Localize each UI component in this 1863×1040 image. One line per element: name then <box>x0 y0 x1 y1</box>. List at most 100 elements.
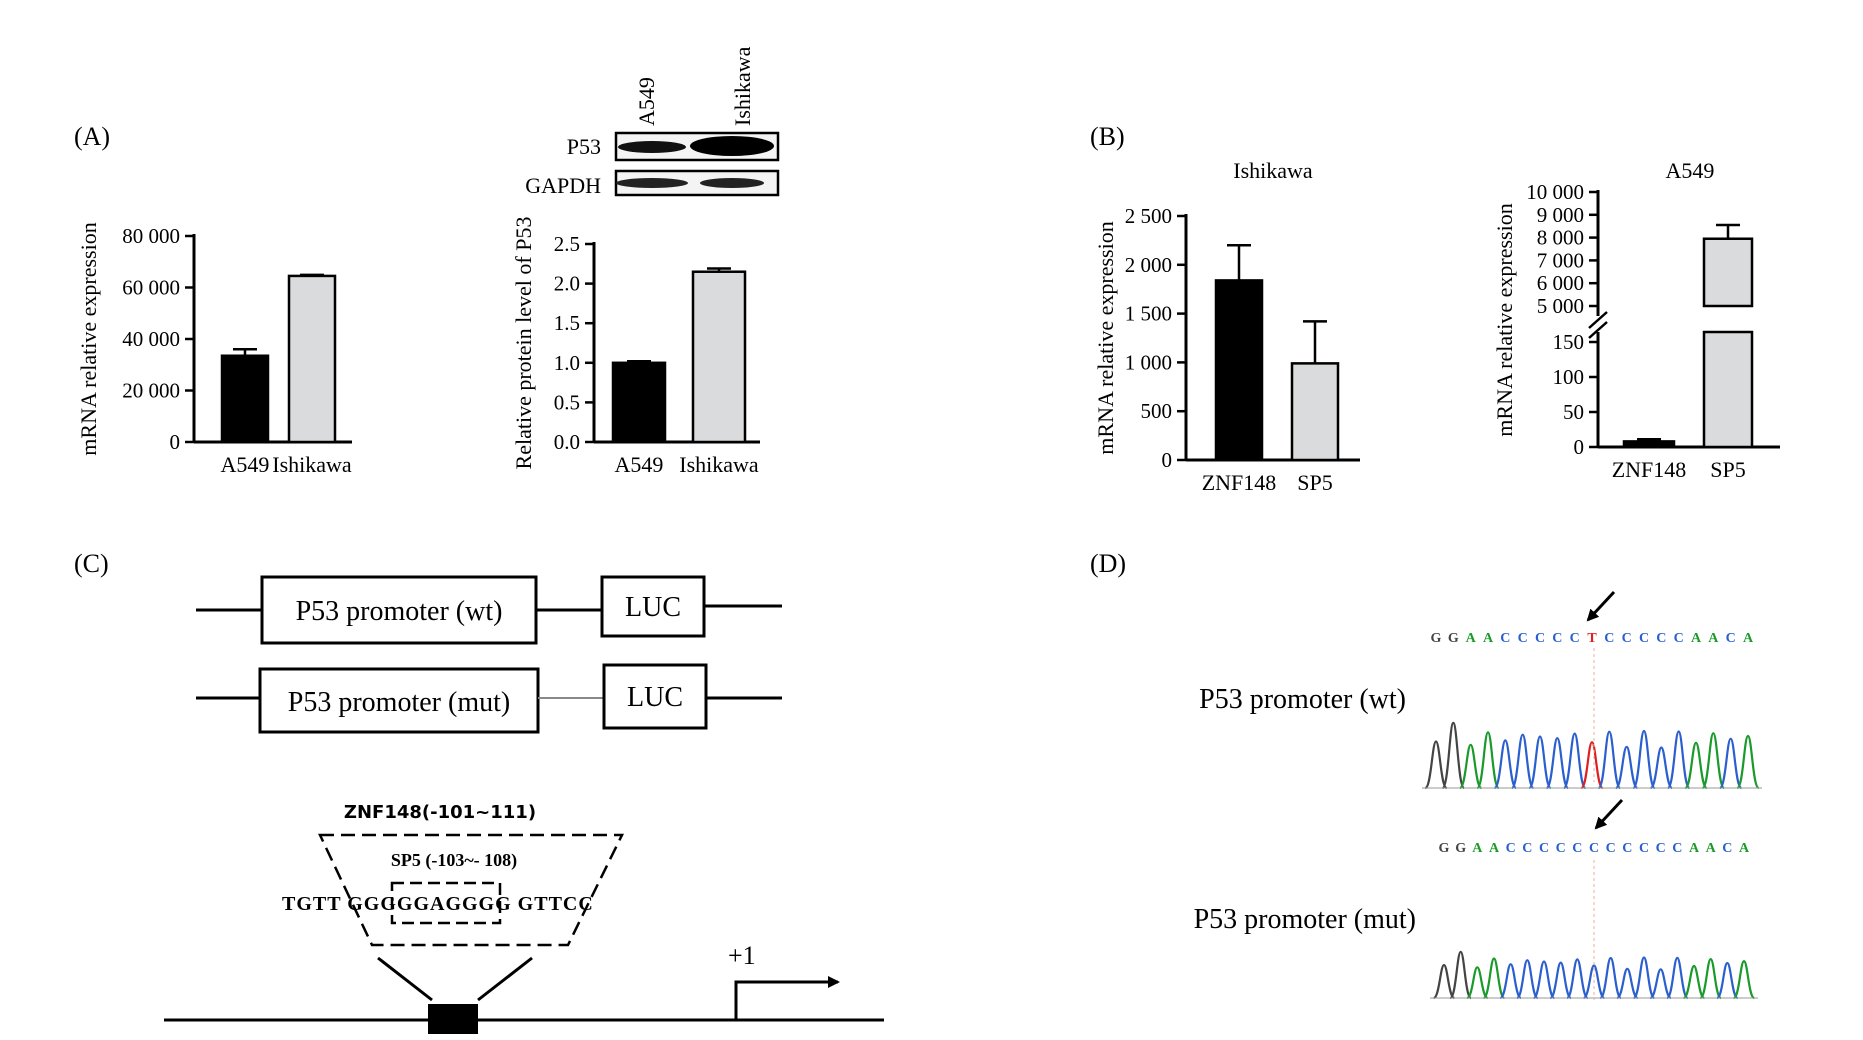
trace-peak <box>1732 959 1756 1000</box>
y-tick-label: 2.5 <box>554 232 580 256</box>
seq-mut-mutation-arrow <box>1594 798 1624 830</box>
x-tick-label: Ishikawa <box>679 452 759 477</box>
trace-peak <box>1632 729 1656 790</box>
trace-peak <box>1632 956 1656 1000</box>
bar-ishikawa <box>287 274 337 444</box>
trace-peak <box>1583 964 1605 1000</box>
basecall-letter: C <box>1552 631 1562 646</box>
y-tick-label: 1.0 <box>554 351 580 375</box>
y-tick-label: 60 000 <box>122 276 180 300</box>
y-tick-label: 0 <box>1162 448 1173 472</box>
x-tick-label: A549 <box>615 452 664 477</box>
chart-title: A549 <box>1666 158 1715 183</box>
basecall-letter: A <box>1489 841 1500 856</box>
basecall-letter: C <box>1639 841 1649 856</box>
blot-row-label-gapdh: GAPDH <box>525 173 601 198</box>
basecall-letter: C <box>1556 841 1566 856</box>
trace-peak <box>1424 740 1448 790</box>
trace-peak <box>1649 968 1672 1000</box>
y-tick-label: 2.0 <box>554 272 580 296</box>
seq-mut-label: P53 promoter (mut) <box>1194 904 1416 935</box>
trace-peak <box>1718 737 1743 790</box>
y-tick-label: 0 <box>170 430 181 454</box>
trace-peak <box>1565 958 1589 1000</box>
trace-peak <box>1532 960 1556 1000</box>
basecall-letter: G <box>1455 841 1466 856</box>
blot-band-p53-a549 <box>618 141 686 153</box>
basecall-letter: C <box>1656 841 1666 856</box>
y-axis-label: mRNA relative expression <box>76 222 101 455</box>
basecall-letter: A <box>1708 631 1719 646</box>
y-tick-label: 50 <box>1563 400 1584 424</box>
construct-mut-promoter-label: P53 promoter (mut) <box>288 687 510 718</box>
trace-peak <box>1684 741 1708 790</box>
trace-peak <box>1449 950 1473 1000</box>
basecall-letter: C <box>1572 841 1582 856</box>
trace-peak <box>1510 733 1535 790</box>
panel-label-b: (B) <box>1090 122 1125 151</box>
basecall-letter: C <box>1622 841 1632 856</box>
construct-mut-promoter-box <box>258 667 540 734</box>
y-axis-label: mRNA relative expression <box>1492 203 1517 436</box>
y-tick-label: 500 <box>1141 399 1173 423</box>
basecall-letter: A <box>1739 841 1750 856</box>
basecall-letter: C <box>1518 631 1528 646</box>
trace-peak <box>1458 743 1483 790</box>
basecall-letter: A <box>1466 631 1477 646</box>
axis-break-mark <box>1588 311 1608 329</box>
trace-peak <box>1562 732 1587 790</box>
lane-label-ishikawa: Ishikawa <box>730 46 755 126</box>
y-tick-label: 40 000 <box>122 327 180 351</box>
zoom-line-right <box>477 956 533 1002</box>
construct-mut-luc-label: LUC <box>627 682 683 713</box>
seq-wt-chromatogram <box>1422 721 1762 790</box>
chart-a-mrna-expression: 0 20 000 40 000 60 000 80 000 mRNA relative e… <box>76 222 352 477</box>
x-tick-label: A549 <box>221 452 270 477</box>
basecall-letter: A <box>1743 631 1754 646</box>
basecall-letter: C <box>1722 841 1732 856</box>
trace-peak <box>1665 956 1689 1000</box>
basecall-letter: A <box>1472 841 1483 856</box>
y-tick-label: 8 000 <box>1537 226 1584 250</box>
trace-peak <box>1580 741 1604 790</box>
y-tick-label: 100 <box>1553 365 1585 389</box>
basecall-letter: C <box>1606 841 1616 856</box>
construct-wt-luc-label: LUC <box>625 592 681 623</box>
basecall-letter: C <box>1589 841 1599 856</box>
x-tick-label: SP5 <box>1297 470 1332 495</box>
construct-wt-promoter-label: P53 promoter (wt) <box>296 596 503 627</box>
x-tick-label: ZNF148 <box>1202 470 1277 495</box>
basecall-letter: G <box>1439 841 1450 856</box>
bar-znf148 <box>1622 440 1676 449</box>
bar-a549 <box>220 354 270 444</box>
seq-wt-label: P53 promoter (wt) <box>1199 684 1406 715</box>
trace-peak <box>1545 736 1570 790</box>
trace-peak <box>1649 746 1674 790</box>
promoter-sequence: TGTT GGGGGAGGGG GTTCC <box>282 893 594 915</box>
chart-b-ishikawa: 0 500 1 000 1 500 2 000 2 500 mRNA relative ex… <box>1093 158 1360 495</box>
y-tick-label: 9 000 <box>1537 203 1584 227</box>
trace-peak <box>1666 730 1691 790</box>
binding-region-block <box>428 1004 478 1034</box>
tss-label: +1 <box>728 941 756 970</box>
sp5-site-label: SP5 (-103~- 108) <box>391 850 517 871</box>
trace-peak <box>1466 966 1489 1000</box>
basecall-letter: C <box>1522 841 1532 856</box>
y-tick-label: 1.5 <box>554 311 580 335</box>
y-tick-label: 0 <box>1574 435 1585 459</box>
y-tick-label: 2 000 <box>1125 253 1172 277</box>
y-tick-label: 0.5 <box>554 390 580 414</box>
basecall-letter: A <box>1689 841 1700 856</box>
trace-peak <box>1528 735 1552 790</box>
y-tick-label: 150 <box>1553 330 1585 354</box>
y-tick-label: 2 500 <box>1125 204 1172 228</box>
trace-peak <box>1597 730 1622 790</box>
y-tick-label: 7 000 <box>1537 248 1584 272</box>
trace-peak <box>1549 961 1573 1000</box>
basecall-letter: C <box>1726 631 1736 646</box>
transcription-start-arrow <box>734 976 840 1020</box>
